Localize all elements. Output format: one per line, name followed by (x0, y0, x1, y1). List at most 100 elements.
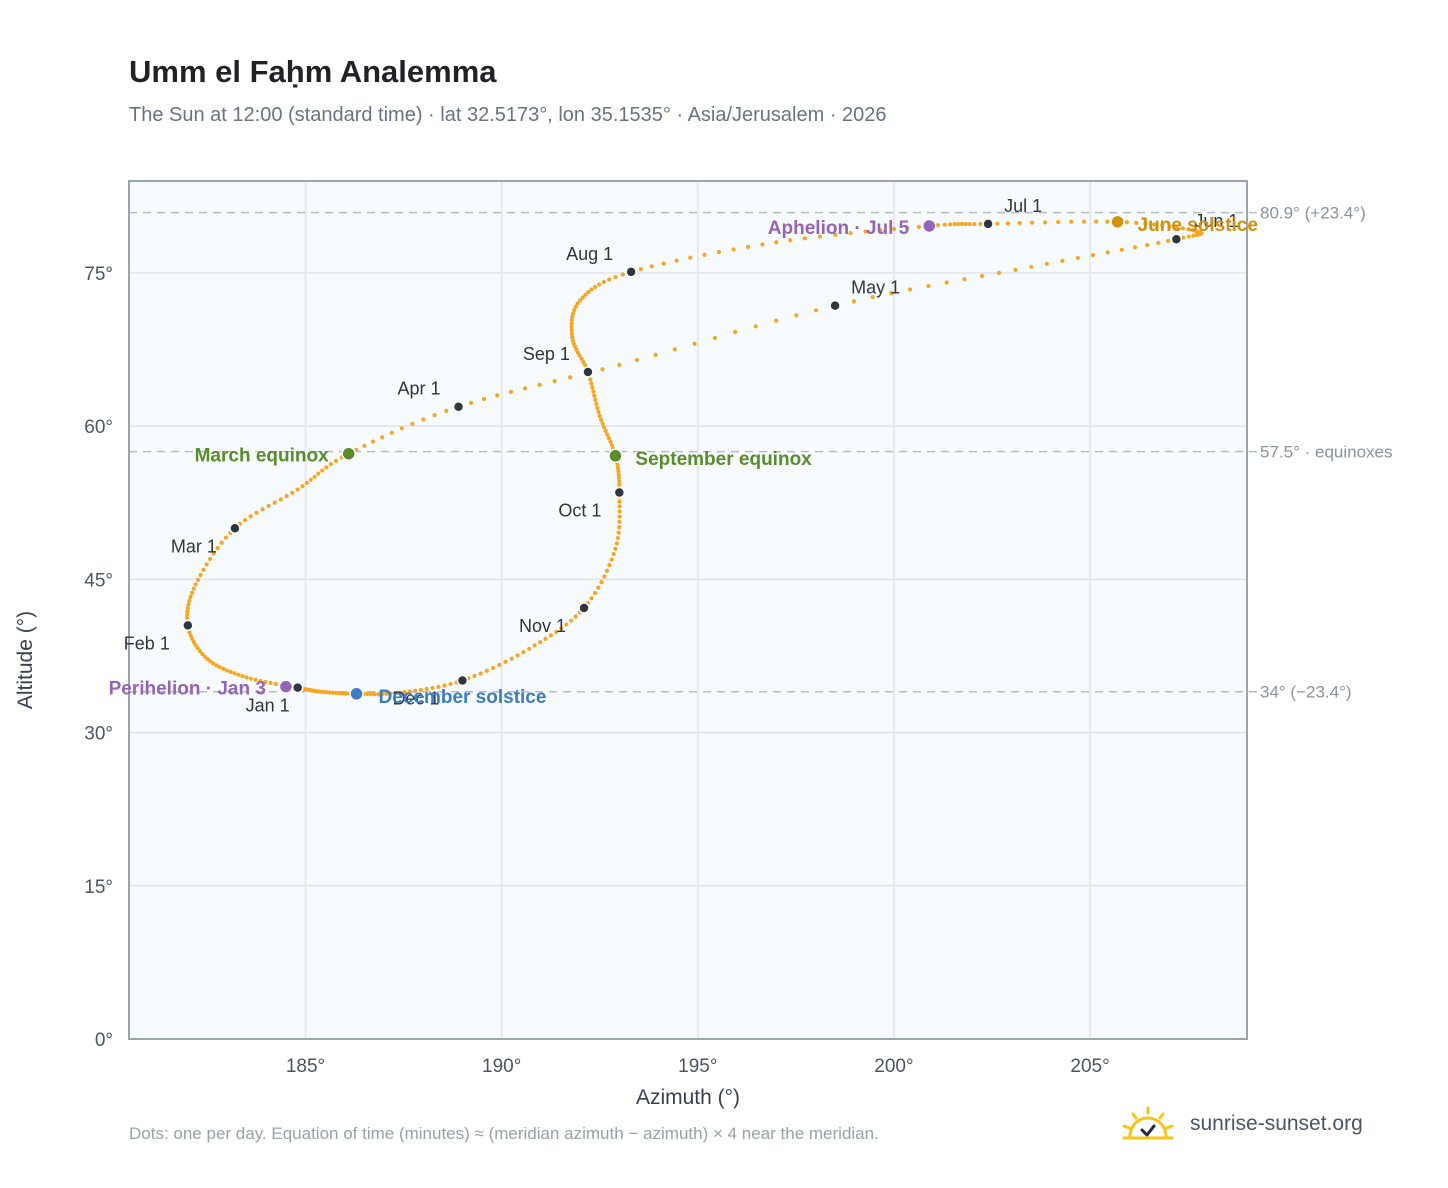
daily-sun-dot (242, 518, 248, 523)
month-label: Feb 1 (124, 633, 170, 653)
daily-sun-dot (944, 280, 949, 285)
daily-sun-dot (590, 385, 595, 390)
y-tick-label: 0° (95, 1030, 113, 1051)
y-axis-title: Altitude (°) (14, 611, 37, 709)
daily-sun-dot (388, 691, 393, 696)
daily-sun-dot (688, 255, 693, 260)
daily-sun-dot (617, 482, 622, 487)
daily-sun-dot (609, 443, 614, 448)
daily-sun-dot (948, 222, 953, 227)
daily-sun-dot (248, 676, 254, 681)
daily-sun-dot (410, 421, 415, 427)
reference-line-label: 57.5° · equinoxes (1260, 443, 1393, 462)
daily-sun-dot (376, 692, 381, 697)
daily-sun-dot (548, 633, 554, 638)
chart-title: Umm el Faḥm Analemma (129, 54, 497, 89)
daily-sun-dot (712, 335, 717, 341)
daily-sun-dot (333, 458, 339, 463)
daily-sun-dot (833, 232, 838, 237)
daily-sun-dot (1174, 225, 1179, 230)
daily-sun-dot (794, 313, 799, 318)
daily-sun-dot (972, 221, 977, 227)
daily-sun-dot (611, 551, 616, 557)
daily-sun-dot (397, 690, 402, 695)
event-marker (1110, 214, 1125, 230)
daily-sun-dot (774, 240, 779, 245)
daily-sun-dot (215, 545, 220, 551)
daily-sun-dot (731, 247, 736, 252)
month-marker (578, 602, 590, 614)
daily-sun-dot (208, 659, 213, 664)
daily-sun-dot (1132, 245, 1138, 250)
daily-sun-dot (582, 363, 588, 368)
daily-sun-dot (979, 273, 985, 279)
daily-sun-dot (1056, 219, 1061, 225)
daily-sun-dot (616, 530, 621, 535)
daily-sun-dot (1044, 261, 1049, 266)
daily-sun-dot (581, 359, 586, 365)
event-label: September equinox (635, 449, 812, 470)
month-marker (182, 619, 194, 632)
event-label: Perihelion · Jan 3 (109, 679, 266, 700)
daily-sun-dot (340, 691, 345, 696)
daily-sun-dot (1145, 242, 1150, 248)
daily-sun-dot (189, 590, 195, 596)
daily-sun-dot (935, 223, 940, 228)
daily-sun-dot (413, 688, 418, 693)
daily-sun-dot (484, 668, 489, 673)
brand[interactable]: sunrise-sunset.org (1120, 1104, 1363, 1144)
daily-sun-dot (926, 283, 931, 289)
daily-sun-dot (596, 409, 601, 415)
daily-sun-dot (368, 691, 373, 697)
daily-sun-dot (615, 535, 621, 541)
daily-sun-dot (1119, 247, 1124, 252)
month-marker (1170, 233, 1183, 245)
daily-sun-dot (418, 687, 423, 693)
daily-sun-dot (263, 679, 268, 685)
daily-sun-dot (217, 665, 222, 670)
daily-sun-dot (569, 331, 575, 337)
daily-sun-dot (478, 671, 483, 676)
month-marker (613, 486, 626, 499)
daily-sun-dot (580, 295, 585, 300)
daily-sun-dot (1181, 235, 1186, 240)
daily-sun-dot (1167, 224, 1172, 229)
month-label: Dec 1 (392, 688, 439, 708)
event-marker (922, 218, 937, 234)
daily-sun-dot (1105, 219, 1110, 224)
daily-sun-dot (569, 325, 574, 330)
daily-sun-dot (1069, 219, 1074, 224)
daily-sun-dot (952, 222, 957, 227)
daily-sun-dot (617, 499, 622, 504)
daily-sun-dot (1013, 267, 1018, 272)
daily-sun-dot (240, 674, 245, 679)
month-label: Mar 1 (171, 536, 217, 556)
daily-sun-dot (653, 352, 658, 357)
event-marker (349, 686, 364, 702)
daily-sun-dot (617, 362, 622, 367)
daily-sun-dot (532, 643, 537, 648)
daily-sun-dot (600, 421, 605, 426)
daily-sun-dot (916, 224, 921, 229)
daily-sun-dot (569, 321, 574, 326)
daily-sun-dot (592, 590, 598, 596)
daily-sun-dot (1094, 219, 1099, 224)
daily-sun-dot (278, 497, 283, 502)
daily-sun-dot (674, 258, 679, 263)
daily-sun-dot (543, 636, 548, 641)
daily-sun-dot (615, 466, 621, 471)
daily-sun-dot (599, 579, 604, 585)
daily-sun-dot (248, 514, 253, 519)
x-tick-label: 190° (482, 1056, 521, 1077)
daily-sun-dot (509, 656, 514, 661)
daily-sun-dot (1143, 221, 1148, 226)
daily-sun-dot (538, 640, 543, 645)
month-label: May 1 (851, 278, 900, 298)
daily-sun-dot (592, 393, 597, 398)
daily-sun-dot (223, 535, 229, 540)
daily-sun-dot (365, 691, 370, 697)
daily-sun-dot (214, 663, 219, 668)
event-label: March equinox (195, 446, 330, 467)
daily-sun-dot (205, 656, 210, 662)
daily-sun-dot (995, 221, 1000, 226)
